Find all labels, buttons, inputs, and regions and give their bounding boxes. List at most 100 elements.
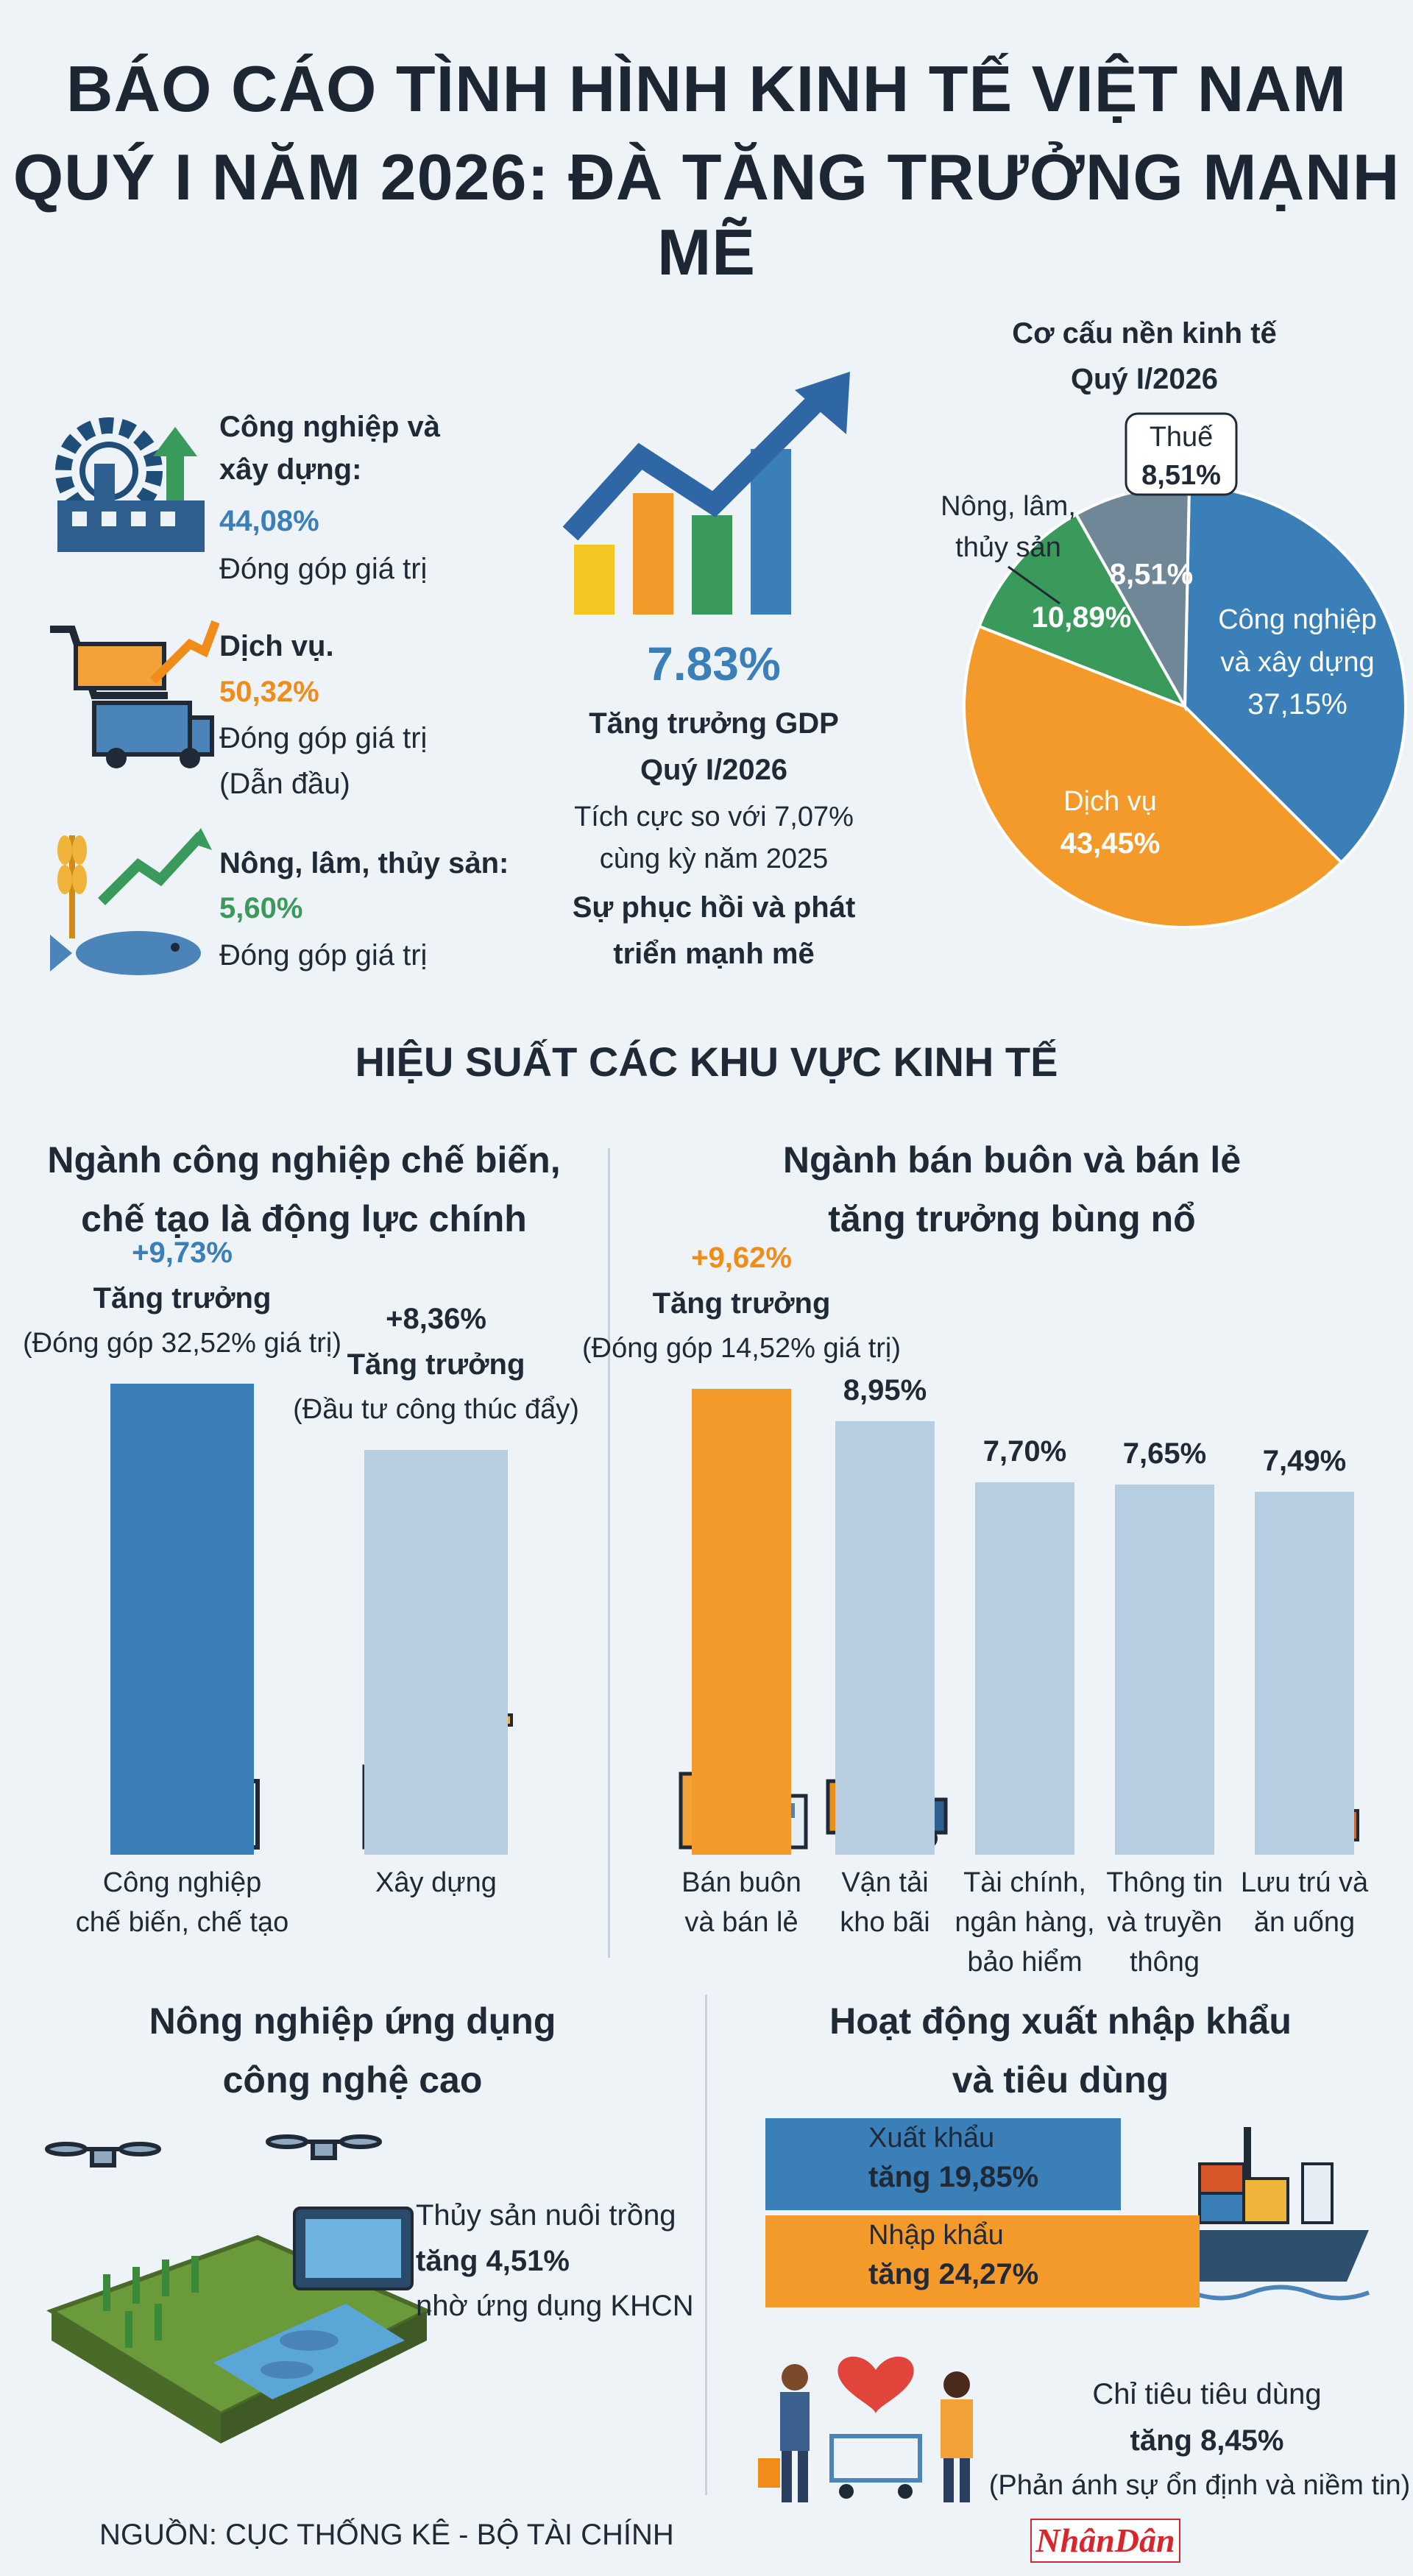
left-subtitle-line-2: chế tạo là động lực chính [81,1198,527,1239]
sector-2-value: 50,32% [219,676,319,708]
pie-callout-4-value: 8,51% [1141,460,1221,491]
right-bar-5-category-line-1: Lưu trú và [1240,1867,1369,1898]
right-bar-2-category-line-2: kho bãi [840,1907,930,1938]
pie-callout-4-name: Thuế [1150,422,1214,453]
cart-truck-icon [50,620,219,768]
pie-label-1-v: 37,15% [1247,688,1348,721]
gdp-slogan-line-1: Sự phục hồi và phát [572,891,856,924]
pie-slice-2 [963,624,1344,929]
left-bar-2 [364,1450,508,1855]
pie-label-2-v: 43,45% [1060,827,1161,860]
import-bar: Nhập khẩu tăng 24,27% [765,2215,1200,2307]
right-bar-4 [1115,1484,1214,1855]
pie-label-3-v: 10,89% [1032,601,1132,634]
right-bar-1-pct: +9,62% [691,1242,792,1275]
right-bar-1-lab: Tăng trưởng [652,1287,831,1320]
gdp-value: 7.83% [647,637,781,690]
pie-callout-4-box [1125,412,1238,496]
sector-1-name-line-1: Công nghiệp và [219,411,440,443]
smart-farm-illustration [45,2134,433,2444]
right-bar-1-category-line-2: và bán lẻ [684,1907,798,1938]
right-bar-3-category-line-2: ngân hàng, [955,1907,1095,1938]
pie-slice-1 [1183,484,1407,865]
pie-label-1-n2: và xây dựng [1220,647,1374,678]
growth-arrow-icon [562,372,850,615]
agri-text-line-2: tăng 4,51% [416,2245,570,2277]
pie-title-line-2: Quý I/2026 [1070,363,1219,395]
import-label: Nhập khẩu [868,2220,1004,2251]
gdp-slogan-line-2: triển mạnh mẽ [613,938,815,970]
gdp-label-line-1: Tăng trưởng GDP [589,707,839,740]
shoppers-icon [758,2356,973,2502]
sector-1-note: Đóng góp giá trị [219,553,428,585]
gdp-label-line-2: Quý I/2026 [640,754,788,786]
pie-label-1-n1: Công nghiệp [1218,604,1377,635]
left-subtitle-line-1: Ngành công nghiệp chế biến, [47,1139,561,1181]
agri-title-line-2: công nghệ cao [222,2059,483,2101]
consume-line-3: (Phản ánh sự ổn định và niềm tin) [988,2470,1411,2501]
trade-title-line-2: và tiêu dùng [952,2059,1169,2101]
performance-title: HIỆU SUẤT CÁC KHU VỰC KINH TẾ [355,1038,1058,1085]
right-bar-3 [975,1482,1074,1855]
trade-title-line-1: Hoạt động xuất nhập khẩu [829,2000,1292,2042]
wheat-fish-icon [50,828,212,975]
sector-2-name: Dịch vụ. [219,630,334,662]
left-bar-2-category-line-1: Xây dựng [375,1867,497,1898]
left-bar-1-category-line-2: chế biến, chế tạo [75,1907,289,1938]
sector-2-note: Đóng góp giá trị [219,722,428,754]
gdp-compare-line-2: cùng kỳ năm 2025 [599,843,829,874]
left-bar-2-note: (Đầu tư công thúc đẩy) [293,1394,579,1426]
export-label: Xuất khẩu [868,2123,995,2154]
right-bar-5-category-line-2: ăn uống [1253,1907,1356,1938]
gdp-compare-line-1: Tích cực so với 7,07% [574,802,854,832]
right-bar-3-category-line-3: bảo hiểm [967,1947,1083,1978]
sector-1-name-line-2: xây dựng: [219,453,362,486]
pie-callout-3-line-1: Nông, lâm, [941,491,1076,522]
sector-3-note: Đóng góp giá trị [219,939,428,972]
import-value: tăng 24,27% [868,2258,1039,2290]
pie-callout-3-leader [1007,565,1060,605]
pie-title-line-1: Cơ cấu nền kinh tế [1012,317,1277,350]
page-title-line-1: BÁO CÁO TÌNH HÌNH KINH TẾ VIỆT NAM [65,52,1348,125]
right-subtitle-line-1: Ngành bán buôn và bán lẻ [782,1139,1242,1181]
vertical-divider [608,1148,610,1958]
export-value: tăng 19,85% [868,2161,1039,2193]
right-bar-2-pct: 8,95% [843,1374,927,1407]
consume-line-1: Chỉ tiêu tiêu dùng [1092,2378,1322,2410]
sector-1-value: 44,08% [219,505,319,537]
pie-chart: Công nghiệp và xây dựng 37,15% Dịch vụ 43,45… [941,412,1407,929]
factory-gear-icon [55,417,205,552]
source-text: NGUỒN: CỤC THỐNG KÊ - BỘ TÀI CHÍNH [99,2519,674,2551]
consume-line-2: tăng 8,45% [1130,2424,1284,2457]
right-bar-3-pct: 7,70% [982,1434,1067,1468]
right-bar-3-category-line-1: Tài chính, [963,1867,1086,1898]
nhandan-logo: NhânDân [1030,2519,1180,2563]
right-bar-2-category-line-1: Vận tải [841,1867,929,1898]
export-bar: Xuất khẩu tăng 19,85% [765,2118,1121,2210]
pie-label-4-v: 8,51% [1110,559,1193,591]
page-title-line-2: QUÝ I NĂM 2026: ĐÀ TĂNG TRƯỞNG MẠNH MẼ [13,141,1400,289]
right-bar-2 [835,1421,935,1855]
right-bar-5-pct: 7,49% [1262,1445,1347,1478]
right-bar-1-note: (Đóng góp 14,52% giá trị) [581,1333,902,1365]
sector-3-name: Nông, lâm, thủy sản: [219,847,509,880]
right-bar-4-category-line-2: và truyền [1107,1907,1222,1938]
right-bar-4-category-line-1: Thông tin [1106,1867,1223,1898]
agri-text-line-3: nhờ ứng dụng KHCN [416,2290,694,2322]
right-bar-5 [1255,1492,1354,1855]
right-bar-4-pct: 7,65% [1122,1437,1207,1470]
left-bar-1-pct: +9,73% [132,1236,233,1269]
agri-title-line-1: Nông nghiệp ứng dụng [149,2000,556,2042]
left-bar-1-note: (Đóng góp 32,52% giá trị) [22,1328,342,1359]
right-bar-1-category-line-1: Bán buôn [681,1867,801,1898]
left-bar-1-lab: Tăng trưởng [93,1282,272,1314]
left-bar-1 [110,1384,254,1855]
pie-label-2-n1: Dịch vụ [1063,786,1157,817]
right-subtitle-line-2: tăng trưởng bùng nổ [828,1198,1196,1239]
right-bar-1 [692,1389,791,1855]
bottom-divider [705,1995,707,2495]
right-bar-4-category-line-3: thông [1129,1947,1200,1978]
pie-slice-3 [977,512,1189,710]
sector-2-note-2: (Dẫn đầu) [219,768,350,800]
sector-3-value: 5,60% [219,892,303,924]
